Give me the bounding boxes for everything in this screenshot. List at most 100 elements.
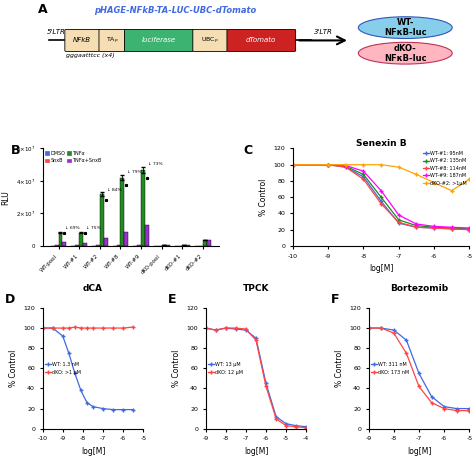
WT: 1.3 nM: (-9.5, 100): 1.3 nM: (-9.5, 100) [50, 325, 55, 331]
dKO-#2: >1μM: (-7, 97): >1μM: (-7, 97) [396, 165, 401, 170]
Line: WT-#2: 135nM: WT-#2: 135nM [291, 162, 472, 231]
Bar [207, 240, 211, 246]
WT: 13 μM: (-5.5, 12): 13 μM: (-5.5, 12) [273, 414, 279, 420]
WT-#2: 135nM: (-5.5, 22): 135nM: (-5.5, 22) [449, 225, 455, 231]
Legend: DMSO, SnxB, TNFα, TNFα+SnxB: DMSO, SnxB, TNFα, TNFα+SnxB [45, 151, 101, 163]
dKO: 173 nM: (-7.5, 75): 173 nM: (-7.5, 75) [403, 350, 409, 356]
WT: 13 μM: (-6, 45): 13 μM: (-6, 45) [263, 381, 269, 386]
WT: 1.3 nM: (-5.5, 19): 1.3 nM: (-5.5, 19) [130, 407, 136, 413]
dKO: >1 μM: (-5.5, 101): >1 μM: (-5.5, 101) [130, 324, 136, 330]
WT-#9: 187nM: (-8, 92): 187nM: (-8, 92) [361, 168, 366, 174]
Ellipse shape [358, 17, 452, 39]
WT: 13 μM: (-8.5, 98): 13 μM: (-8.5, 98) [213, 327, 219, 333]
Bar [100, 194, 104, 246]
Text: A: A [38, 3, 48, 16]
Ellipse shape [358, 42, 452, 64]
Y-axis label: RLU: RLU [1, 190, 10, 205]
Text: dTomato: dTomato [246, 37, 276, 43]
Line: WT: 1.3 nM: WT: 1.3 nM [40, 325, 136, 412]
Title: TPCK: TPCK [243, 284, 269, 293]
Line: WT: 311 nM: WT: 311 nM [366, 325, 472, 411]
WT-#9: 187nM: (-8.5, 99): 187nM: (-8.5, 99) [343, 163, 349, 168]
Text: C: C [244, 143, 253, 157]
WT-#1: 95nM: (-6.5, 23): 95nM: (-6.5, 23) [413, 225, 419, 230]
WT-#1: 95nM: (-7.5, 55): 95nM: (-7.5, 55) [378, 199, 384, 204]
dKO: 173 nM: (-5.5, 18): 173 nM: (-5.5, 18) [454, 408, 459, 414]
Bar [79, 233, 83, 246]
Bar [166, 245, 170, 246]
Text: ↓ 84%: ↓ 84% [107, 188, 121, 192]
WT-#8: 114nM: (-5, 20): 114nM: (-5, 20) [466, 227, 472, 232]
dKO: 12 μM: (-7.5, 100): 12 μM: (-7.5, 100) [233, 325, 239, 331]
dKO: 12 μM: (-4.5, 2): 12 μM: (-4.5, 2) [293, 424, 299, 430]
dKO-#2: >1μM: (-8, 100): >1μM: (-8, 100) [361, 162, 366, 167]
Bar [141, 170, 145, 246]
WT-#2: 135nM: (-8.5, 98): 135nM: (-8.5, 98) [343, 164, 349, 169]
WT-#8: 114nM: (-8, 82): 114nM: (-8, 82) [361, 177, 366, 182]
Bar [63, 242, 66, 246]
WT-#2: 135nM: (-6, 23): 135nM: (-6, 23) [431, 225, 437, 230]
WT-#2: 135nM: (-9, 100): 135nM: (-9, 100) [325, 162, 331, 167]
Text: F: F [330, 293, 339, 307]
Text: WT-
NFκB-luc: WT- NFκB-luc [384, 18, 427, 37]
Text: UBC$_p$: UBC$_p$ [201, 35, 219, 46]
Y-axis label: % Control: % Control [259, 178, 268, 216]
dKO: 12 μM: (-5, 3): 12 μM: (-5, 3) [283, 423, 289, 428]
dKO: 173 nM: (-7, 42): 173 nM: (-7, 42) [416, 384, 422, 389]
Line: dKO: 12 μM: dKO: 12 μM [203, 325, 309, 430]
Text: dKO-
NFκB-luc: dKO- NFκB-luc [384, 43, 427, 63]
dKO: >1 μM: (-9, 100): >1 μM: (-9, 100) [60, 325, 65, 331]
WT-#1: 95nM: (-10, 100): 95nM: (-10, 100) [290, 162, 296, 167]
dKO-#2: >1μM: (-5.5, 68): >1μM: (-5.5, 68) [449, 188, 455, 194]
WT: 1.3 nM: (-10, 100): 1.3 nM: (-10, 100) [40, 325, 46, 331]
WT: 13 μM: (-7, 98): 13 μM: (-7, 98) [243, 327, 249, 333]
Bar [145, 225, 149, 246]
dKO: >1 μM: (-8.4, 101): >1 μM: (-8.4, 101) [72, 324, 78, 330]
WT: 13 μM: (-5, 5): 13 μM: (-5, 5) [283, 421, 289, 426]
dKO: 173 nM: (-9, 100): 173 nM: (-9, 100) [366, 325, 372, 331]
WT: 1.3 nM: (-8.4, 55): 1.3 nM: (-8.4, 55) [72, 371, 78, 376]
Text: ↓ 79%: ↓ 79% [128, 171, 142, 174]
dKO: >1 μM: (-6, 100): >1 μM: (-6, 100) [120, 325, 126, 331]
dKO-#2: >1μM: (-5, 82): >1μM: (-5, 82) [466, 177, 472, 182]
WT: 13 μM: (-4, 2): 13 μM: (-4, 2) [303, 424, 309, 430]
WT-#8: 114nM: (-5.5, 21): 114nM: (-5.5, 21) [449, 226, 455, 231]
WT-#2: 135nM: (-10, 100): 135nM: (-10, 100) [290, 162, 296, 167]
WT-#8: 114nM: (-6.5, 23): 114nM: (-6.5, 23) [413, 225, 419, 230]
dKO: >1 μM: (-8.1, 100): >1 μM: (-8.1, 100) [78, 325, 84, 331]
dKO-#2: >1μM: (-6, 78): >1μM: (-6, 78) [431, 180, 437, 185]
Line: dKO: >1 μM: dKO: >1 μM [40, 325, 136, 331]
dKO: >1 μM: (-10, 100): >1 μM: (-10, 100) [40, 325, 46, 331]
WT-#1: 95nM: (-7, 28): 95nM: (-7, 28) [396, 220, 401, 226]
WT-#8: 114nM: (-10, 100): 114nM: (-10, 100) [290, 162, 296, 167]
Text: B: B [11, 143, 20, 157]
WT: 13 μM: (-4.5, 3): 13 μM: (-4.5, 3) [293, 423, 299, 428]
FancyBboxPatch shape [193, 30, 228, 52]
Text: 5'LTR: 5'LTR [47, 30, 66, 35]
Text: ↓ 69%: ↓ 69% [65, 226, 80, 230]
Y-axis label: % Control: % Control [335, 349, 344, 387]
WT: 1.3 nM: (-6, 19): 1.3 nM: (-6, 19) [120, 407, 126, 413]
FancyBboxPatch shape [227, 30, 296, 52]
WT: 311 nM: (-6.5, 32): 311 nM: (-6.5, 32) [428, 394, 434, 399]
Text: pHAGE-NFkB-TA-LUC-UBC-dTomato: pHAGE-NFkB-TA-LUC-UBC-dTomato [94, 6, 256, 15]
X-axis label: log[M]: log[M] [407, 447, 431, 456]
WT: 311 nM: (-5, 20): 311 nM: (-5, 20) [466, 406, 472, 411]
WT-#2: 135nM: (-5, 21): 135nM: (-5, 21) [466, 226, 472, 231]
Text: gggaatttcc (x4): gggaatttcc (x4) [66, 53, 115, 58]
Bar [55, 245, 58, 246]
dKO: >1 μM: (-6.5, 100): >1 μM: (-6.5, 100) [110, 325, 116, 331]
WT: 13 μM: (-7.5, 99): 13 μM: (-7.5, 99) [233, 326, 239, 332]
Legend: WT-#1: 95nM, WT-#2: 135nM, WT-#8: 114nM, WT-#9: 187nM, dKO-#2: >1μM: WT-#1: 95nM, WT-#2: 135nM, WT-#8: 114nM,… [423, 151, 467, 186]
dKO: >1 μM: (-7.5, 100): >1 μM: (-7.5, 100) [90, 325, 96, 331]
Text: luciferase: luciferase [142, 37, 176, 43]
WT: 311 nM: (-5.5, 20): 311 nM: (-5.5, 20) [454, 406, 459, 411]
Bar [96, 245, 100, 246]
Line: WT-#1: 95nM: WT-#1: 95nM [291, 162, 472, 232]
dKO: 12 μM: (-7, 99): 12 μM: (-7, 99) [243, 326, 249, 332]
WT-#8: 114nM: (-6, 22): 114nM: (-6, 22) [431, 225, 437, 231]
dKO: >1 μM: (-8.7, 100): >1 μM: (-8.7, 100) [66, 325, 72, 331]
Bar [137, 245, 141, 246]
dKO: 12 μM: (-8.5, 98): 12 μM: (-8.5, 98) [213, 327, 219, 333]
WT-#1: 95nM: (-5.5, 21): 95nM: (-5.5, 21) [449, 226, 455, 231]
